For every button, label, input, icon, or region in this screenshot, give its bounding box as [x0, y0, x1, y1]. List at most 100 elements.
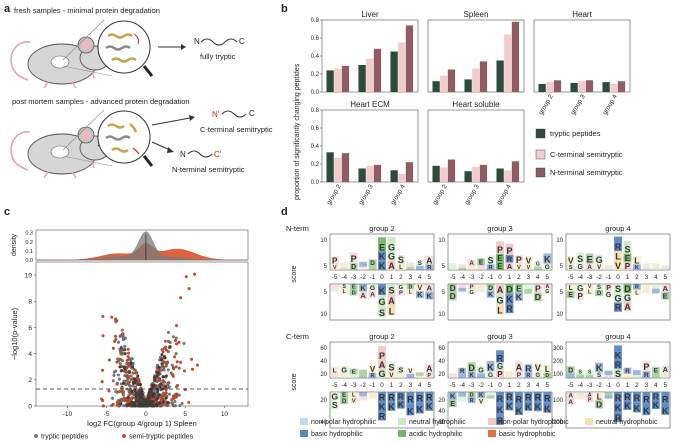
logo-residue-block — [595, 290, 604, 297]
panel-letter-a: a — [4, 3, 11, 15]
logo-position-label: -1 — [606, 274, 612, 281]
logo-residue-block — [448, 267, 457, 270]
tryptic-point — [125, 403, 129, 407]
logo-residue-block — [458, 396, 467, 402]
logo-position-label: -4 — [577, 382, 583, 389]
logo-residue-letter: S — [597, 284, 601, 291]
bar-group3-0 — [464, 171, 472, 182]
tryptic-point — [118, 365, 122, 369]
logo-residue-block — [378, 401, 386, 411]
logo-residue-letter: L — [399, 265, 403, 271]
logo-residue-block — [614, 412, 622, 423]
semitryptic-point — [107, 389, 111, 393]
logo-residue-letter: K — [488, 292, 493, 299]
logo-residue-letter: P — [625, 262, 631, 271]
semitryptic-point — [117, 404, 121, 408]
logo-residue-block — [632, 402, 641, 413]
logo-residue-letter: G — [596, 255, 603, 265]
bar-group2-0 — [432, 165, 440, 182]
logo-residue-letter: G — [624, 293, 631, 303]
logo-residue-letter: D — [352, 290, 356, 296]
logo-residue-block — [524, 264, 533, 270]
tryptic-point — [166, 401, 170, 405]
logo-residue-letter: V — [352, 398, 356, 404]
semitryptic-point — [114, 320, 118, 324]
logo-residue-block — [330, 287, 339, 292]
logo-residue-block — [614, 345, 622, 360]
logo-residue-letter: V — [408, 368, 413, 375]
semitryptic-point — [166, 381, 170, 385]
logo-residue-block — [477, 265, 486, 270]
logo-residue-letter: K — [635, 265, 639, 271]
logo-tick-label: 40 — [320, 420, 327, 426]
logo-residue-letter: A — [379, 360, 386, 370]
tryptic-point — [149, 399, 153, 403]
score-label: score — [291, 373, 298, 390]
logo-position-label: -2 — [596, 274, 602, 281]
tryptic-point — [117, 377, 121, 381]
logo-residue-block — [448, 292, 457, 301]
bar-group2-1 — [440, 167, 448, 182]
logo-position-label: -1 — [370, 382, 376, 389]
logo-position-label: -4 — [577, 274, 583, 281]
y-tick-label: 6 — [28, 325, 32, 332]
logo-residue-letter: G — [536, 262, 540, 268]
logo-position-label: -3 — [351, 274, 357, 281]
logo-group-title: group 4 — [605, 224, 630, 233]
logo-residue-block — [486, 255, 495, 265]
logo-residue-letter: K — [407, 406, 414, 416]
semitryptic-point — [118, 357, 122, 361]
semitryptic-point — [171, 374, 175, 378]
tryptic-point — [173, 404, 177, 408]
logo-residue-block — [387, 401, 396, 411]
logo-residue-letter: G — [614, 293, 621, 303]
logo-residue-block — [406, 284, 415, 290]
tryptic-point — [159, 382, 163, 386]
logo-tick-label: 60 — [320, 346, 327, 352]
logo-residue-letter: S — [597, 372, 601, 379]
semitryptic-point — [173, 355, 177, 359]
logo-residue-block — [543, 372, 552, 378]
semitryptic-point — [173, 339, 177, 343]
logo-residue-letter: K — [643, 406, 650, 416]
tryptic-point — [131, 365, 135, 369]
logo-residue-block — [387, 237, 396, 252]
magnifier-fresh — [62, 19, 154, 77]
logo-residue-letter: K — [360, 283, 366, 292]
logo-residue-letter: V — [527, 265, 531, 271]
tryptic-point — [134, 399, 138, 403]
logo-residue-block — [496, 294, 504, 305]
tryptic-point — [129, 357, 133, 361]
logo-residue-block — [458, 287, 467, 292]
tryptic-point — [163, 355, 167, 359]
x-category-label: group 2 — [432, 183, 449, 206]
logo-residue-letter: V — [417, 284, 422, 292]
semitryptic-point — [166, 360, 170, 364]
bar-group4-0 — [390, 170, 398, 182]
logo-residue-block — [359, 284, 368, 292]
logo-residue-block — [543, 402, 552, 413]
semitryptic-point — [164, 348, 168, 352]
semitryptic-point — [114, 337, 118, 341]
logo-residue-block — [406, 392, 415, 404]
logo-position-label: 2 — [635, 274, 639, 281]
logo-residue-block — [533, 401, 542, 412]
semitryptic-point — [190, 357, 194, 361]
logo-residue-letter: D — [568, 367, 573, 374]
logo-residue-letter: G — [399, 285, 404, 291]
logo-residue-letter: P — [588, 398, 592, 404]
logo-position-label: 0 — [616, 382, 620, 389]
logo-residue-block — [368, 392, 377, 396]
tryptic-point — [180, 401, 184, 405]
tryptic-point — [119, 346, 123, 350]
logo-residue-letter: G — [488, 372, 493, 379]
logo-residue-block — [595, 362, 604, 372]
logo-residue-block — [533, 292, 542, 302]
logo-residue-letter: R — [371, 373, 375, 379]
logo-residue-block — [486, 290, 495, 298]
logo-residue-letter: P — [497, 245, 503, 255]
bar-group4-2 — [511, 161, 520, 182]
logo-residue-block — [543, 392, 552, 403]
logo-position-label: 3 — [527, 382, 531, 389]
